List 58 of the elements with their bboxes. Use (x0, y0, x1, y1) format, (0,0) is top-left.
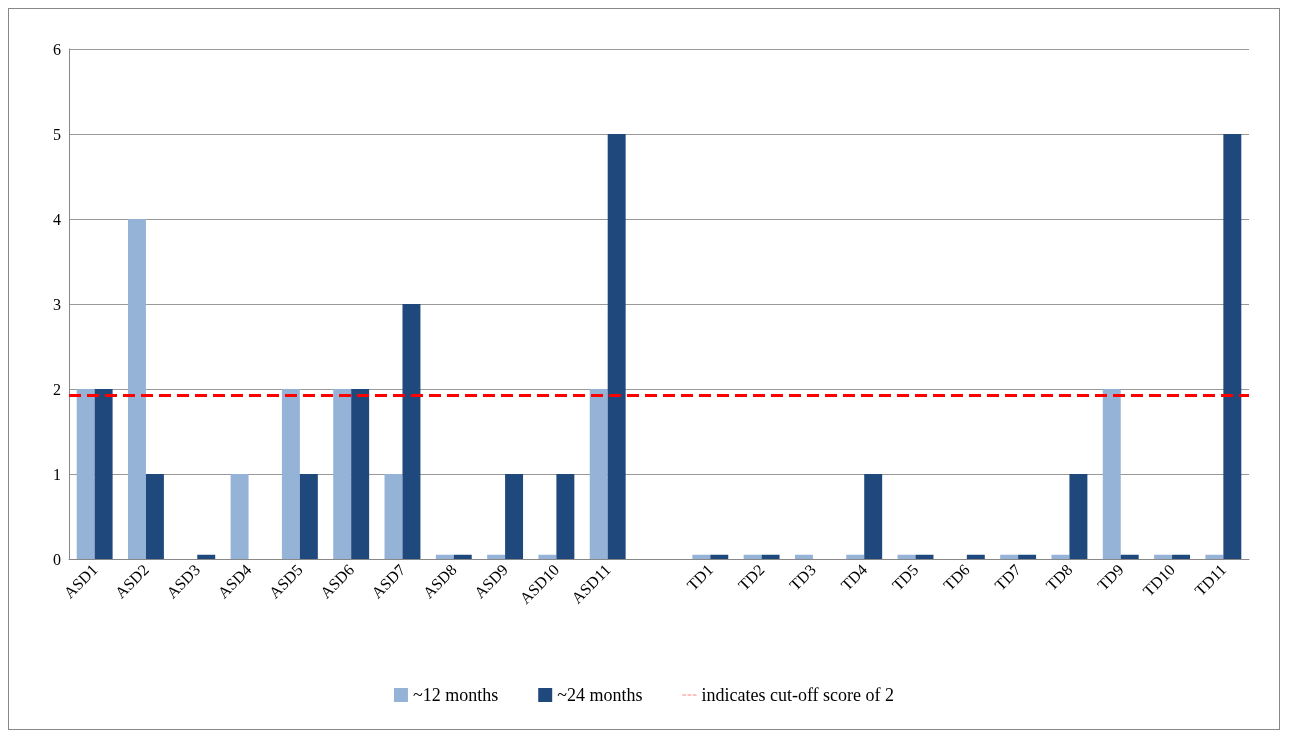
x-tick-label: TD6 (940, 560, 973, 594)
bar (864, 474, 883, 559)
y-tick-label: 5 (53, 125, 61, 143)
legend-label: ~24 months (557, 685, 643, 705)
y-tick-label: 2 (53, 380, 61, 398)
bar (351, 389, 370, 559)
bar (897, 554, 916, 559)
bar (1154, 554, 1173, 559)
y-tick-label: 3 (53, 295, 61, 313)
bar (197, 554, 216, 559)
bar (402, 304, 421, 559)
bar (794, 554, 813, 559)
x-tick-label: TD2 (734, 560, 768, 594)
bar (1018, 554, 1037, 559)
bar (589, 389, 608, 559)
bar (453, 554, 472, 559)
bar (1205, 554, 1224, 559)
bar (487, 554, 506, 559)
bar (299, 474, 318, 559)
y-tick-label: 1 (53, 465, 61, 483)
bar (966, 554, 985, 559)
legend-label: ~12 months (412, 685, 499, 705)
x-tick-label: TD1 (683, 560, 717, 594)
bar (1172, 554, 1190, 559)
x-tick-label: TD7 (991, 560, 1025, 594)
x-tick-label: TD4 (837, 560, 871, 594)
bar (333, 389, 352, 559)
bar (435, 554, 454, 559)
bar (846, 554, 865, 559)
x-tick-label: TD9 (1094, 560, 1127, 594)
bar (607, 134, 626, 559)
bar (1051, 554, 1070, 559)
bar (230, 474, 249, 559)
x-tick-label: TD3 (786, 560, 819, 594)
bar (281, 389, 300, 559)
y-tick-label: 0 (53, 550, 61, 568)
bar (1102, 389, 1121, 559)
bar (710, 554, 729, 559)
x-tick-label: TD5 (888, 560, 922, 594)
legend-label: indicates cut-off score of 2 (701, 685, 895, 705)
bar (384, 474, 403, 559)
bar (743, 554, 762, 559)
bar (505, 474, 524, 559)
x-tick-label: TD8 (1042, 560, 1076, 594)
bar (94, 389, 113, 559)
bar (556, 474, 575, 559)
y-tick-label: 4 (53, 210, 61, 228)
bar (76, 389, 95, 559)
bar (692, 554, 711, 559)
bar (538, 554, 557, 559)
bar (1000, 554, 1019, 559)
bar (145, 474, 164, 559)
bar (1069, 474, 1088, 559)
bar (761, 554, 780, 559)
bar (1120, 554, 1139, 559)
y-tick-label: 6 (53, 40, 61, 58)
bar (128, 219, 146, 559)
bar (1223, 134, 1242, 559)
